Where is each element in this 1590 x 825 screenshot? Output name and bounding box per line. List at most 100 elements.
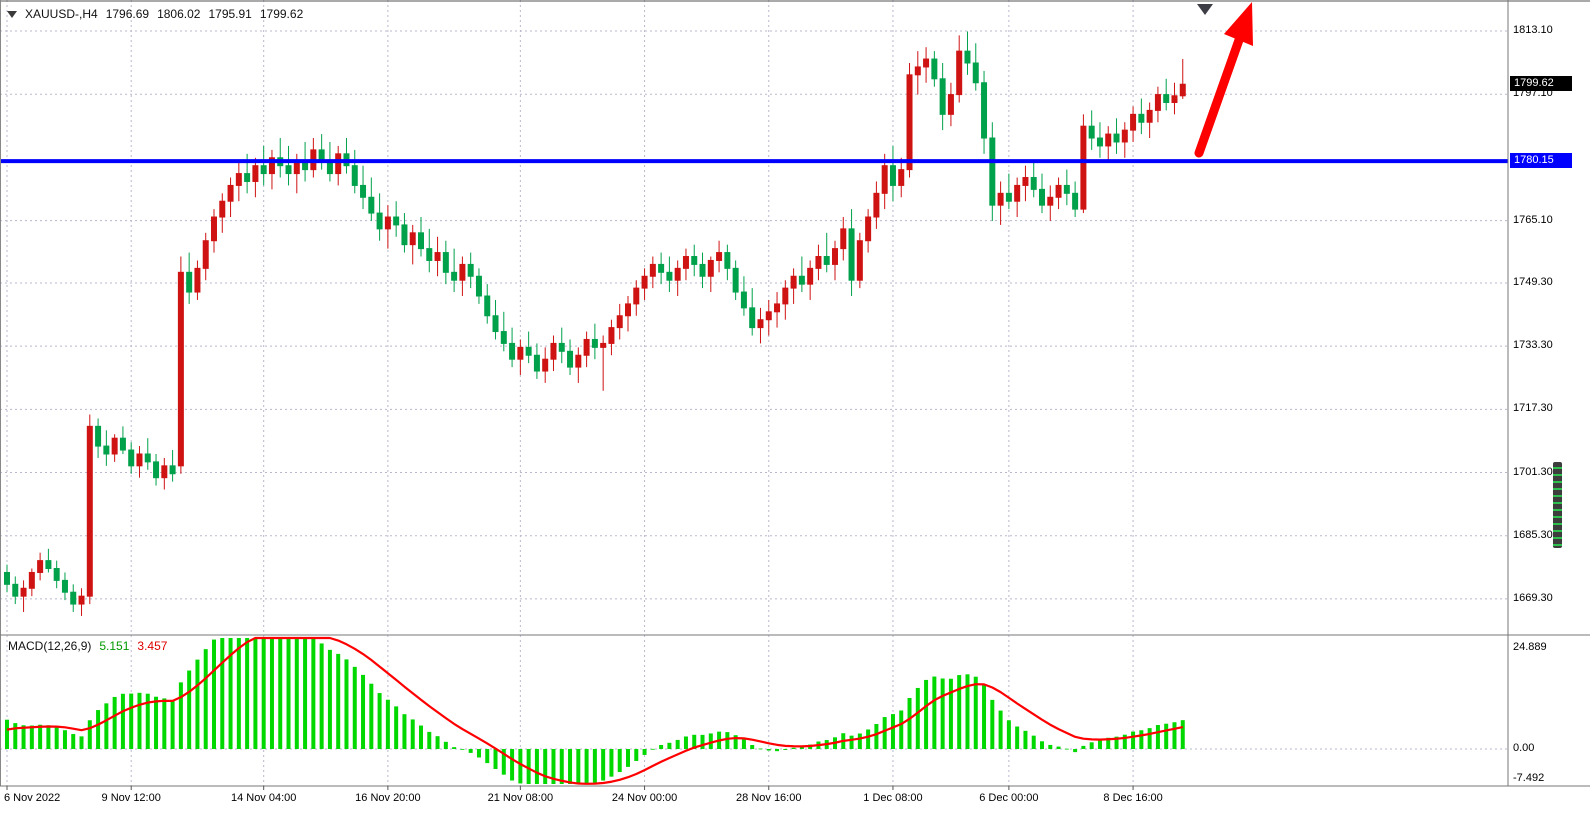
macd-histogram-bar <box>493 749 498 770</box>
candle-body <box>1105 133 1112 147</box>
candle-body <box>475 275 482 297</box>
macd-histogram-bar <box>940 678 945 749</box>
macd-histogram-bar <box>932 676 937 749</box>
candle-body <box>418 232 424 250</box>
candle-body <box>848 228 855 281</box>
macd-histogram-bar <box>758 748 763 750</box>
macd-histogram-bar <box>394 706 399 749</box>
candle-body <box>45 560 52 570</box>
macd-histogram-bar <box>534 749 539 784</box>
chart-collapse-icon[interactable] <box>7 10 17 18</box>
candle-body <box>202 240 209 269</box>
macd-histogram-bar <box>104 703 109 749</box>
candle-body <box>409 232 416 246</box>
candle-body <box>459 263 466 281</box>
trend-arrow-head[interactable] <box>1224 2 1253 46</box>
candle-body <box>782 287 789 305</box>
macd-main-value: 5.151 <box>99 639 130 653</box>
macd-histogram-bar <box>269 638 274 749</box>
candle-body <box>798 275 805 285</box>
macd-histogram-bar <box>261 638 266 749</box>
macd-histogram-bar <box>377 693 382 749</box>
macd-histogram-bar <box>294 638 299 749</box>
macd-name-label: MACD(12,26,9) <box>8 639 92 653</box>
candle-body <box>865 216 872 242</box>
candle-body <box>881 165 888 194</box>
candle-body <box>4 571 10 585</box>
macd-histogram-bar <box>96 710 101 749</box>
candle-body <box>575 354 582 368</box>
candle-body <box>335 153 342 175</box>
ohlc-close-value: 1799.62 <box>259 7 304 21</box>
candle-body <box>426 248 433 261</box>
candle-body <box>509 342 516 360</box>
macd-histogram-bar <box>228 638 233 749</box>
candle-body <box>699 263 706 277</box>
macd-histogram-bar <box>327 649 332 749</box>
macd-histogram-bar <box>112 696 117 749</box>
macd-histogram-bar <box>1031 735 1036 749</box>
candle-body <box>533 354 540 372</box>
candle-body <box>12 583 19 597</box>
macd-histogram-bar <box>1155 725 1160 749</box>
macd-histogram-bar <box>286 638 291 749</box>
candle-body <box>1121 129 1128 143</box>
candle-body <box>591 338 598 348</box>
macd-histogram-bar <box>1023 730 1028 749</box>
candle-body <box>442 252 449 273</box>
candle-body <box>807 267 814 285</box>
candle-body <box>384 216 391 230</box>
candle-body <box>939 78 946 115</box>
price-axis-label: 1733.30 <box>1513 339 1553 352</box>
candle-body <box>53 568 60 581</box>
time-axis-label: 8 Dec 16:00 <box>1103 792 1163 804</box>
candle-body <box>997 192 1004 206</box>
candle-body <box>972 62 979 84</box>
vertical-scrollbar-thumb[interactable] <box>1553 462 1562 548</box>
macd-histogram-bar <box>907 697 912 749</box>
macd-histogram-bar <box>775 749 780 752</box>
candle-body <box>28 571 35 589</box>
candle-body <box>674 267 681 281</box>
candle-body <box>78 595 85 605</box>
macd-histogram-bar <box>1006 720 1011 749</box>
macd-histogram-bar <box>708 733 713 749</box>
price-axis-label: 1669.30 <box>1513 591 1553 604</box>
macd-histogram-bar <box>46 725 51 749</box>
candle-body <box>716 252 723 261</box>
candle-body <box>525 346 532 356</box>
macd-histogram-bar <box>1064 748 1069 750</box>
macd-histogram-bar <box>1089 742 1094 749</box>
candle-body <box>815 256 822 269</box>
ohlc-low-value: 1795.91 <box>208 7 252 21</box>
macd-histogram-bar <box>460 749 465 750</box>
candle-body <box>144 453 151 463</box>
macd-histogram-bar <box>948 678 953 749</box>
candle-body <box>840 228 847 250</box>
candle-body <box>434 252 441 261</box>
macd-histogram-bar <box>485 749 490 764</box>
candle-body <box>260 165 267 175</box>
candle-body <box>37 560 44 573</box>
macd-histogram-bar <box>154 696 159 749</box>
down-arrow-marker <box>1197 4 1213 15</box>
macd-histogram-bar <box>857 733 862 749</box>
candle-body <box>542 358 549 372</box>
candle-body <box>244 173 251 182</box>
candle-body <box>219 200 226 218</box>
macd-histogram-bar <box>849 735 854 749</box>
candle-body <box>128 449 135 467</box>
candle-body <box>558 342 565 352</box>
macd-histogram-bar <box>170 701 175 749</box>
macd-histogram-bar <box>402 714 407 749</box>
price-axis-label: 1717.30 <box>1513 402 1553 415</box>
candle-body <box>376 212 383 230</box>
macd-histogram-bar <box>1164 723 1169 749</box>
macd-histogram-bar <box>1172 722 1177 749</box>
candle-body <box>873 192 880 218</box>
macd-histogram-bar <box>129 693 134 749</box>
candle-body <box>177 271 184 467</box>
trend-arrow-shaft[interactable] <box>1194 35 1244 158</box>
macd-histogram-bar <box>882 717 887 749</box>
